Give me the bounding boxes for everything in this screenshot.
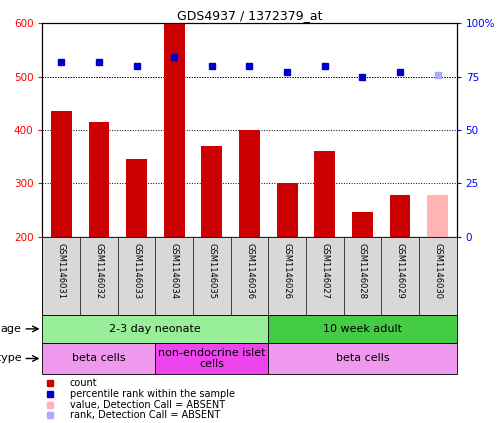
Text: 10 week adult: 10 week adult [323, 324, 402, 334]
Bar [42, 343, 155, 374]
Text: cell type: cell type [0, 354, 21, 363]
Bar [126, 159, 147, 237]
Bar [268, 343, 457, 374]
Text: GSM1146029: GSM1146029 [396, 243, 405, 299]
Text: non-endocrine islet
cells: non-endocrine islet cells [158, 348, 265, 369]
Text: GSM1146031: GSM1146031 [57, 243, 66, 299]
Title: GDS4937 / 1372379_at: GDS4937 / 1372379_at [177, 9, 322, 22]
Bar [390, 195, 411, 237]
Text: count: count [70, 378, 97, 388]
Bar [42, 315, 268, 343]
Text: age: age [0, 324, 21, 334]
Text: value, Detection Call = ABSENT: value, Detection Call = ABSENT [70, 399, 225, 409]
Text: beta cells: beta cells [72, 354, 126, 363]
Text: GSM1146032: GSM1146032 [94, 243, 103, 299]
Bar [352, 212, 373, 237]
Bar [164, 23, 185, 237]
Bar [239, 130, 260, 237]
Text: GSM1146030: GSM1146030 [433, 243, 442, 299]
Bar [268, 315, 457, 343]
Text: GSM1146028: GSM1146028 [358, 243, 367, 299]
Bar [51, 111, 71, 237]
Bar [277, 184, 297, 237]
Text: GSM1146027: GSM1146027 [320, 243, 329, 299]
Bar [202, 146, 222, 237]
Text: GSM1146036: GSM1146036 [245, 243, 254, 299]
Text: GSM1146026: GSM1146026 [282, 243, 291, 299]
Text: GSM1146035: GSM1146035 [208, 243, 217, 299]
Text: beta cells: beta cells [336, 354, 389, 363]
Bar [314, 151, 335, 237]
Text: GSM1146034: GSM1146034 [170, 243, 179, 299]
Text: percentile rank within the sample: percentile rank within the sample [70, 389, 235, 399]
Bar [428, 195, 448, 237]
Text: rank, Detection Call = ABSENT: rank, Detection Call = ABSENT [70, 410, 220, 420]
Bar [155, 343, 268, 374]
Bar [88, 122, 109, 237]
Text: 2-3 day neonate: 2-3 day neonate [109, 324, 201, 334]
Text: GSM1146033: GSM1146033 [132, 243, 141, 299]
